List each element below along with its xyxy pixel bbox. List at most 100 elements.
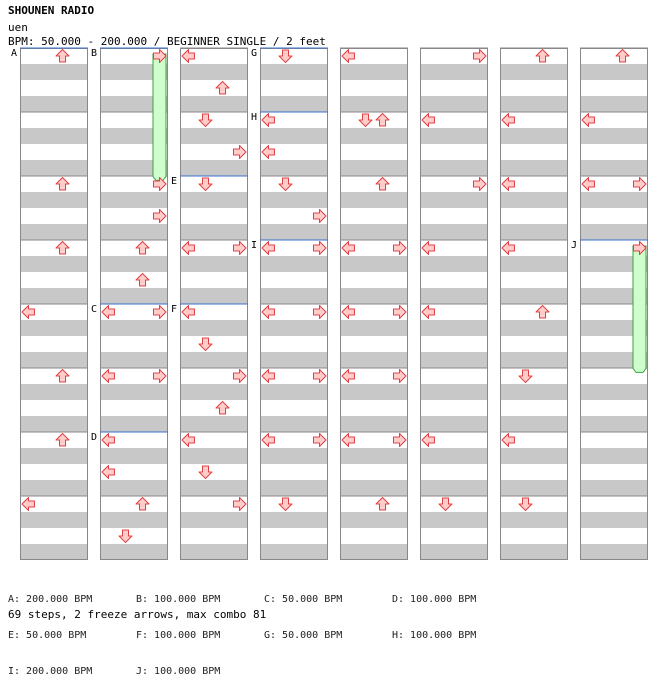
- beat-stripe: [420, 352, 488, 368]
- step-arrow-down: [278, 177, 293, 191]
- beat-stripe: [420, 256, 488, 272]
- beat-stripe: [420, 96, 488, 112]
- step-arrow-left: [21, 497, 35, 511]
- step-arrow-up: [135, 273, 150, 287]
- song-title: SHOUNEN RADIO: [8, 4, 95, 17]
- beat-stripe: [500, 448, 568, 464]
- beat-stripe: [500, 512, 568, 528]
- beat-stripe: [500, 480, 568, 496]
- beat-stripe: [500, 224, 568, 240]
- beat-stripe: [420, 544, 488, 560]
- beat-stripe: [420, 64, 488, 80]
- step-arrow-left: [341, 241, 355, 255]
- beat-stripe: [100, 544, 168, 560]
- beat-stripe: [580, 192, 648, 208]
- step-arrow-right: [633, 241, 647, 255]
- bpm-marker-label: A: [11, 48, 17, 59]
- step-arrow-right: [473, 49, 487, 63]
- step-arrow-up: [55, 433, 70, 447]
- beat-stripe: [260, 256, 328, 272]
- beat-stripe: [340, 448, 408, 464]
- beat-stripe: [260, 416, 328, 432]
- beat-stripe: [340, 64, 408, 80]
- step-arrow-left: [581, 177, 595, 191]
- step-arrow-up: [215, 81, 230, 95]
- bpm-legend-b: B: 100.000 BPM: [136, 594, 221, 605]
- beat-stripe: [100, 512, 168, 528]
- beat-stripe: [580, 480, 648, 496]
- bpm-marker-label: I: [251, 240, 257, 251]
- beat-stripe: [580, 160, 648, 176]
- beat-stripe: [420, 192, 488, 208]
- beat-stripe: [180, 224, 248, 240]
- step-arrow-down: [198, 337, 213, 351]
- chart-info: BPM: 50.000 - 200.000 / BEGINNER SINGLE …: [8, 35, 326, 48]
- beat-stripe: [180, 160, 248, 176]
- bpm-legend-a: A: 200.000 BPM: [8, 594, 93, 605]
- step-arrow-down: [438, 497, 453, 511]
- beat-stripe: [260, 160, 328, 176]
- beat-stripe: [580, 544, 648, 560]
- freeze-arrow-right: [632, 245, 647, 373]
- step-arrow-up: [615, 49, 630, 63]
- column-border: [340, 48, 408, 560]
- beat-stripe: [500, 352, 568, 368]
- beat-stripe: [420, 160, 488, 176]
- step-arrow-down: [278, 497, 293, 511]
- chart-column: [260, 47, 328, 560]
- beat-stripe: [580, 512, 648, 528]
- step-arrow-up: [375, 177, 390, 191]
- beat-stripe: [260, 512, 328, 528]
- step-arrow-up: [535, 49, 550, 63]
- step-arrow-right: [393, 369, 407, 383]
- bpm-legend-j: J: 100.000 BPM: [136, 666, 221, 677]
- beat-stripe: [180, 256, 248, 272]
- beat-stripe: [260, 64, 328, 80]
- bpm-marker-label: C: [91, 304, 97, 315]
- beat-stripe: [20, 416, 88, 432]
- beat-stripe: [420, 384, 488, 400]
- bpm-legend-col-1: A: 200.000 BPM E: 50.000 BPM I: 200.000 …: [8, 570, 92, 690]
- step-arrow-right: [153, 177, 167, 191]
- column-border: [580, 48, 648, 560]
- beat-stripe: [100, 256, 168, 272]
- step-arrow-left: [181, 433, 195, 447]
- beat-stripe: [20, 480, 88, 496]
- beat-stripe: [500, 128, 568, 144]
- beat-stripe: [180, 416, 248, 432]
- beat-stripe: [260, 128, 328, 144]
- step-arrow-right: [233, 497, 247, 511]
- column-border: [420, 48, 488, 560]
- step-arrow-left: [101, 369, 115, 383]
- bpm-legend-i: I: 200.000 BPM: [8, 666, 93, 677]
- beat-stripe: [180, 544, 248, 560]
- beat-stripe: [500, 544, 568, 560]
- bpm-legend-col-4: D: 100.000 BPM H: 100.000 BPM: [392, 570, 476, 654]
- step-arrow-right: [153, 369, 167, 383]
- step-arrow-left: [181, 49, 195, 63]
- beat-stripe: [580, 448, 648, 464]
- step-arrow-left: [261, 241, 275, 255]
- step-arrow-left: [421, 433, 435, 447]
- beat-stripe: [100, 480, 168, 496]
- step-arrow-left: [101, 305, 115, 319]
- step-arrow-down: [198, 113, 213, 127]
- step-arrow-right: [633, 177, 647, 191]
- chart-stats: 69 steps, 2 freeze arrows, max combo 81: [8, 608, 267, 621]
- beat-stripe: [20, 192, 88, 208]
- step-arrow-left: [261, 305, 275, 319]
- step-arrow-left: [21, 305, 35, 319]
- step-arrow-right: [313, 241, 327, 255]
- beat-stripe: [420, 448, 488, 464]
- step-arrow-up: [375, 113, 390, 127]
- beat-stripe: [100, 96, 168, 112]
- step-arrow-down: [198, 465, 213, 479]
- beat-stripe: [580, 64, 648, 80]
- column-border: [500, 48, 568, 560]
- beat-stripe: [580, 256, 648, 272]
- bpm-marker-label: E: [171, 176, 177, 187]
- step-arrow-left: [581, 113, 595, 127]
- step-arrow-right: [233, 369, 247, 383]
- beat-stripe: [420, 128, 488, 144]
- beat-stripe: [20, 128, 88, 144]
